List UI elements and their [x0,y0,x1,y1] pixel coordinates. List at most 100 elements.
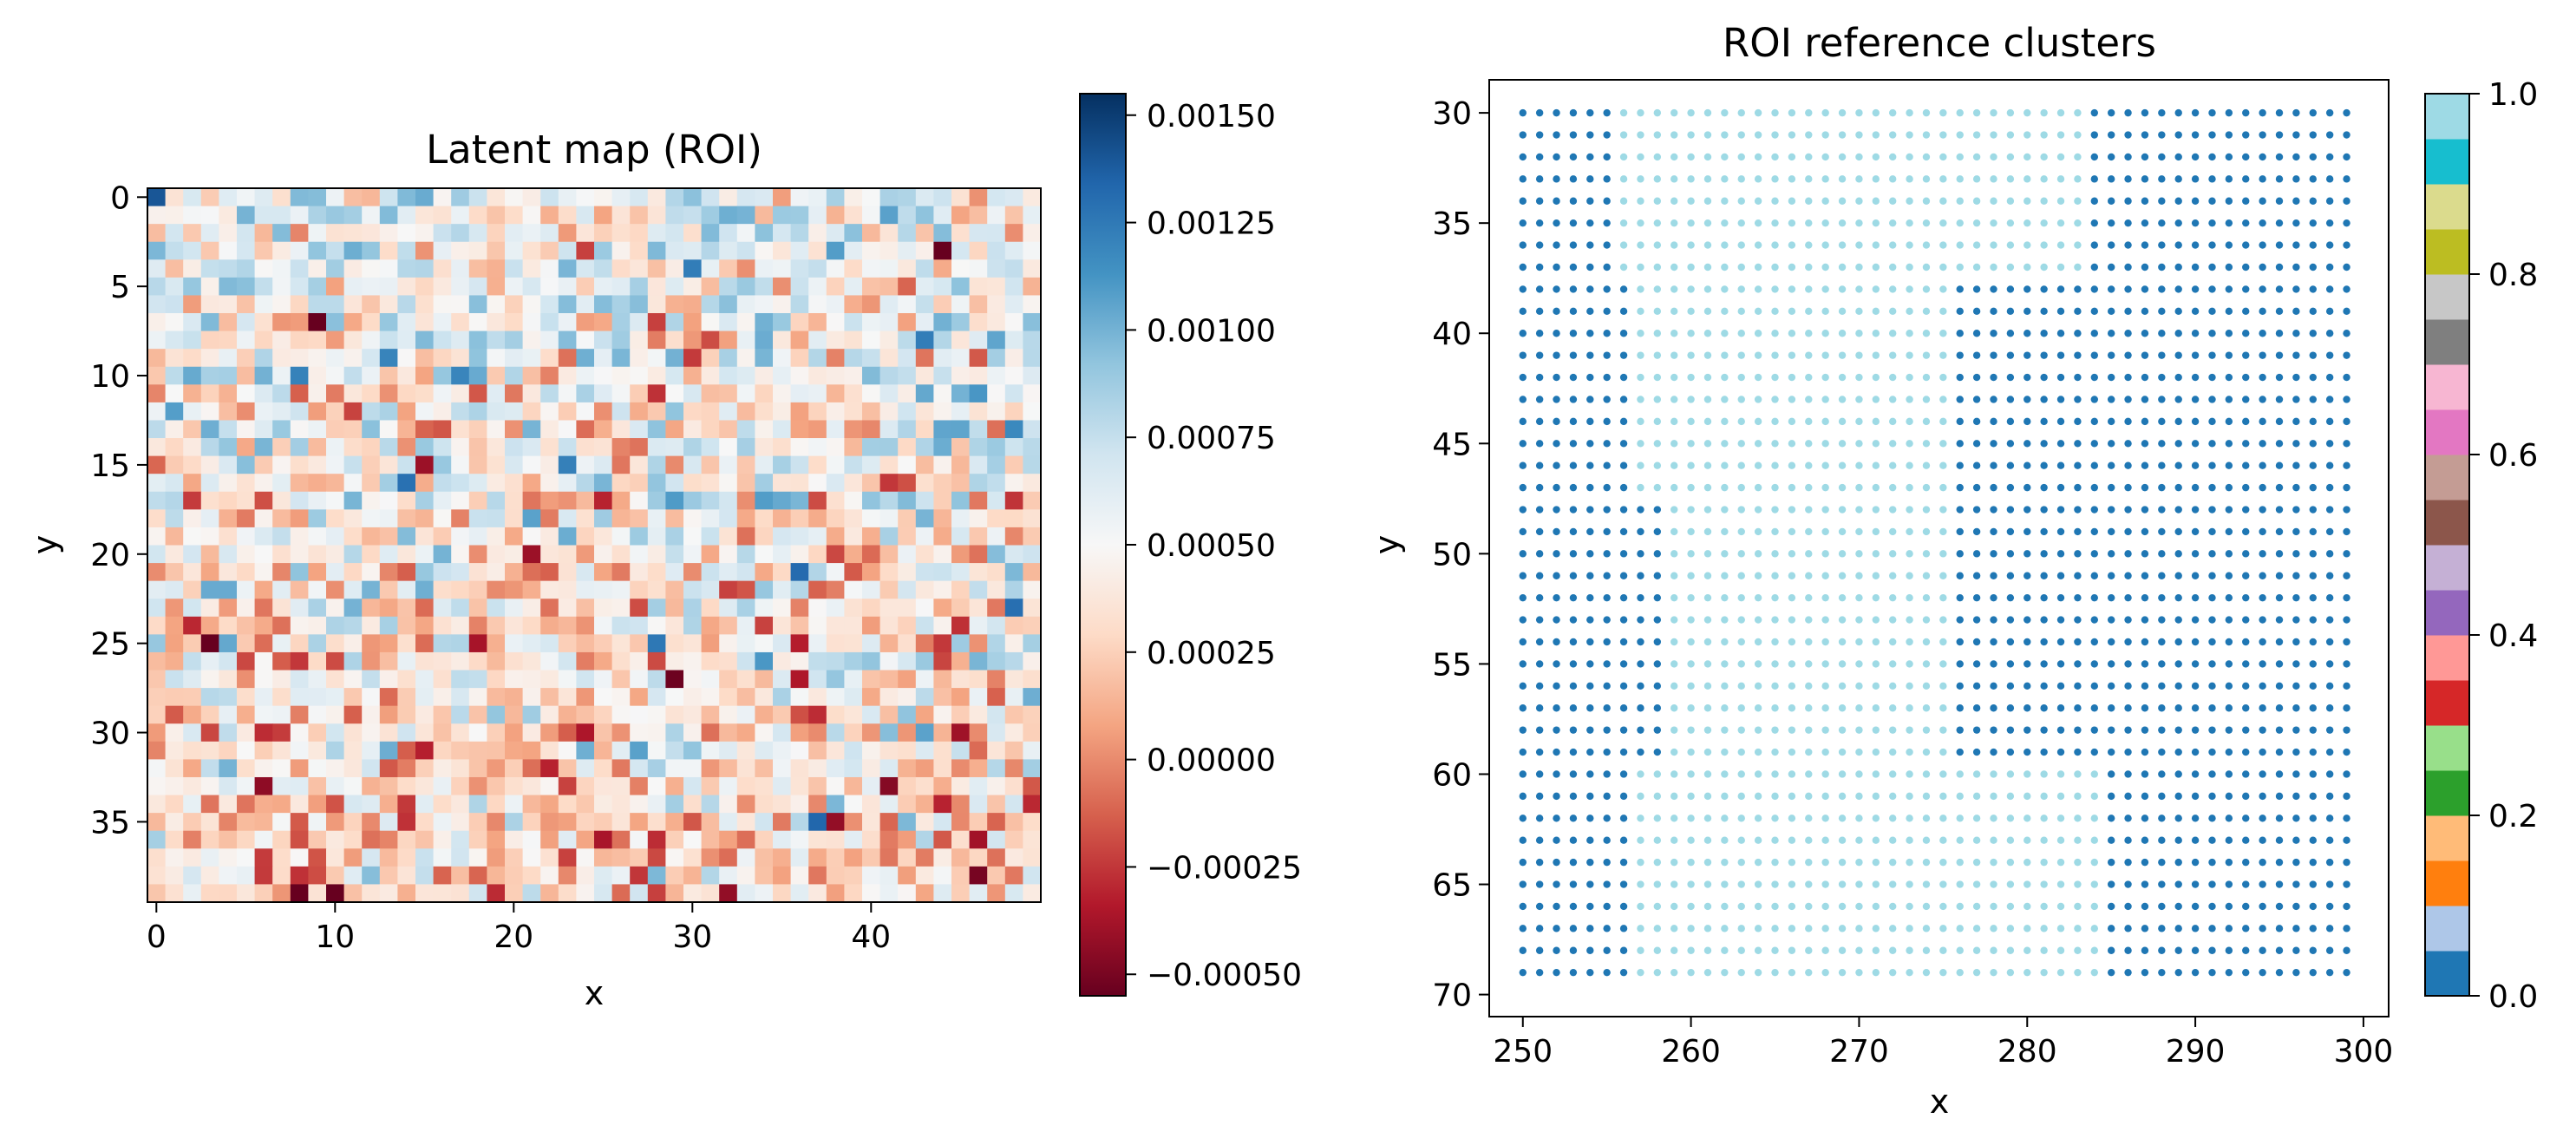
scatter-point [1637,131,1644,139]
heatmap-cell [1023,670,1042,689]
scatter-point [1637,968,1644,977]
heatmap-cell [272,349,291,368]
scatter-point [1569,108,1578,117]
scatter-point [2191,550,2200,558]
heatmap-cell [362,402,381,422]
heatmap-cell [898,545,917,564]
scatter-point [2309,285,2317,293]
heatmap-cell [540,402,559,422]
heatmap-cell [272,277,291,297]
heatmap-cell [594,527,613,546]
scatter-point [1519,704,1527,712]
scatter-point [2292,506,2300,514]
heatmap-cell [969,563,988,582]
scatter-point [1737,396,1745,403]
scatter-point [1553,572,1560,579]
heatmap-cell [665,241,684,260]
heatmap-cell [915,759,934,778]
scatter-point [1754,483,1762,492]
heatmap-cell [379,813,398,832]
scatter-point [1619,572,1628,579]
scatter-point [1721,417,1729,426]
heatmap-cell [736,455,755,474]
scatter-point [1889,880,1897,888]
scatter-point [2259,108,2266,117]
heatmap-cell [862,830,881,849]
heatmap-cell [237,277,256,297]
heatmap-cell [1004,384,1023,403]
heatmap-cell [576,545,595,564]
heatmap-cell [683,259,703,278]
heatmap-cell [237,438,256,457]
scatter-point [2309,638,2317,646]
heatmap-cell [522,349,541,368]
scatter-point [1889,660,1897,668]
scatter-point [2208,241,2216,249]
scatter-point [1519,241,1527,249]
heatmap-cell [272,313,291,332]
scatter-point [2259,219,2266,227]
scatter-point [2074,373,2082,382]
heatmap-cell [290,224,309,243]
scatter-point [1687,461,1695,469]
scatter-point [2208,131,2216,139]
scatter-point [1939,770,1947,778]
heatmap-cell [898,527,917,546]
heatmap-cell [576,295,595,314]
heatmap-cell [200,277,219,297]
heatmap-cell [701,723,720,743]
scatter-point [1670,330,1678,337]
heatmap-cell [665,277,684,297]
heatmap-cell [415,705,435,724]
scatter-point [2208,682,2216,690]
scatter-point [2141,593,2149,602]
scatter-point [2343,704,2350,712]
colorbar-segment [2425,455,2469,501]
heatmap-cell [308,188,327,207]
scatter-point [2024,175,2031,183]
heatmap-cell [505,599,524,618]
scatter-point [2040,197,2048,205]
scatter-point [1687,748,1695,756]
heatmap-cell [362,527,381,546]
scatter-point [1788,593,1796,602]
heatmap-cell [576,563,595,582]
scatter-point [2107,396,2115,403]
heatmap-cell [951,723,971,743]
heatmap-cell [808,527,827,546]
scatter-point [2292,925,2300,932]
heatmap-cell [326,616,345,635]
scatter-point [1703,925,1712,932]
scatter-point [1771,506,1779,514]
scatter-point [2191,108,2200,117]
heatmap-cell [147,705,167,724]
scatter-point [2074,440,2082,448]
heatmap-cell [468,509,487,528]
heatmap-cell [237,330,256,350]
scatter-point [2024,638,2031,646]
scatter-point [1637,880,1644,888]
scatter-point [1754,131,1762,139]
heatmap-cell [755,295,774,314]
heatmap-cell [308,330,327,350]
scatter-point [1670,616,1678,624]
heatmap-cell [200,830,219,849]
scatter-point [1703,131,1712,139]
heatmap-cell [1004,866,1023,886]
scatter-point [1990,660,1997,668]
scatter-point [1535,593,1544,602]
scatter-point [2174,263,2182,272]
scatter-point [1972,131,1981,139]
heatmap-cell [505,759,524,778]
scatter-point [2343,550,2350,558]
heatmap-cell [844,616,863,635]
heatmap-cell [1004,813,1023,832]
scatter-point [1535,815,1544,822]
scatter-point [1821,373,1829,382]
heatmap-cell [987,455,1006,474]
heatmap-cell [362,813,381,832]
heatmap-cell [522,616,541,635]
scatter-point [2343,461,2350,469]
scatter-point [1855,704,1863,712]
